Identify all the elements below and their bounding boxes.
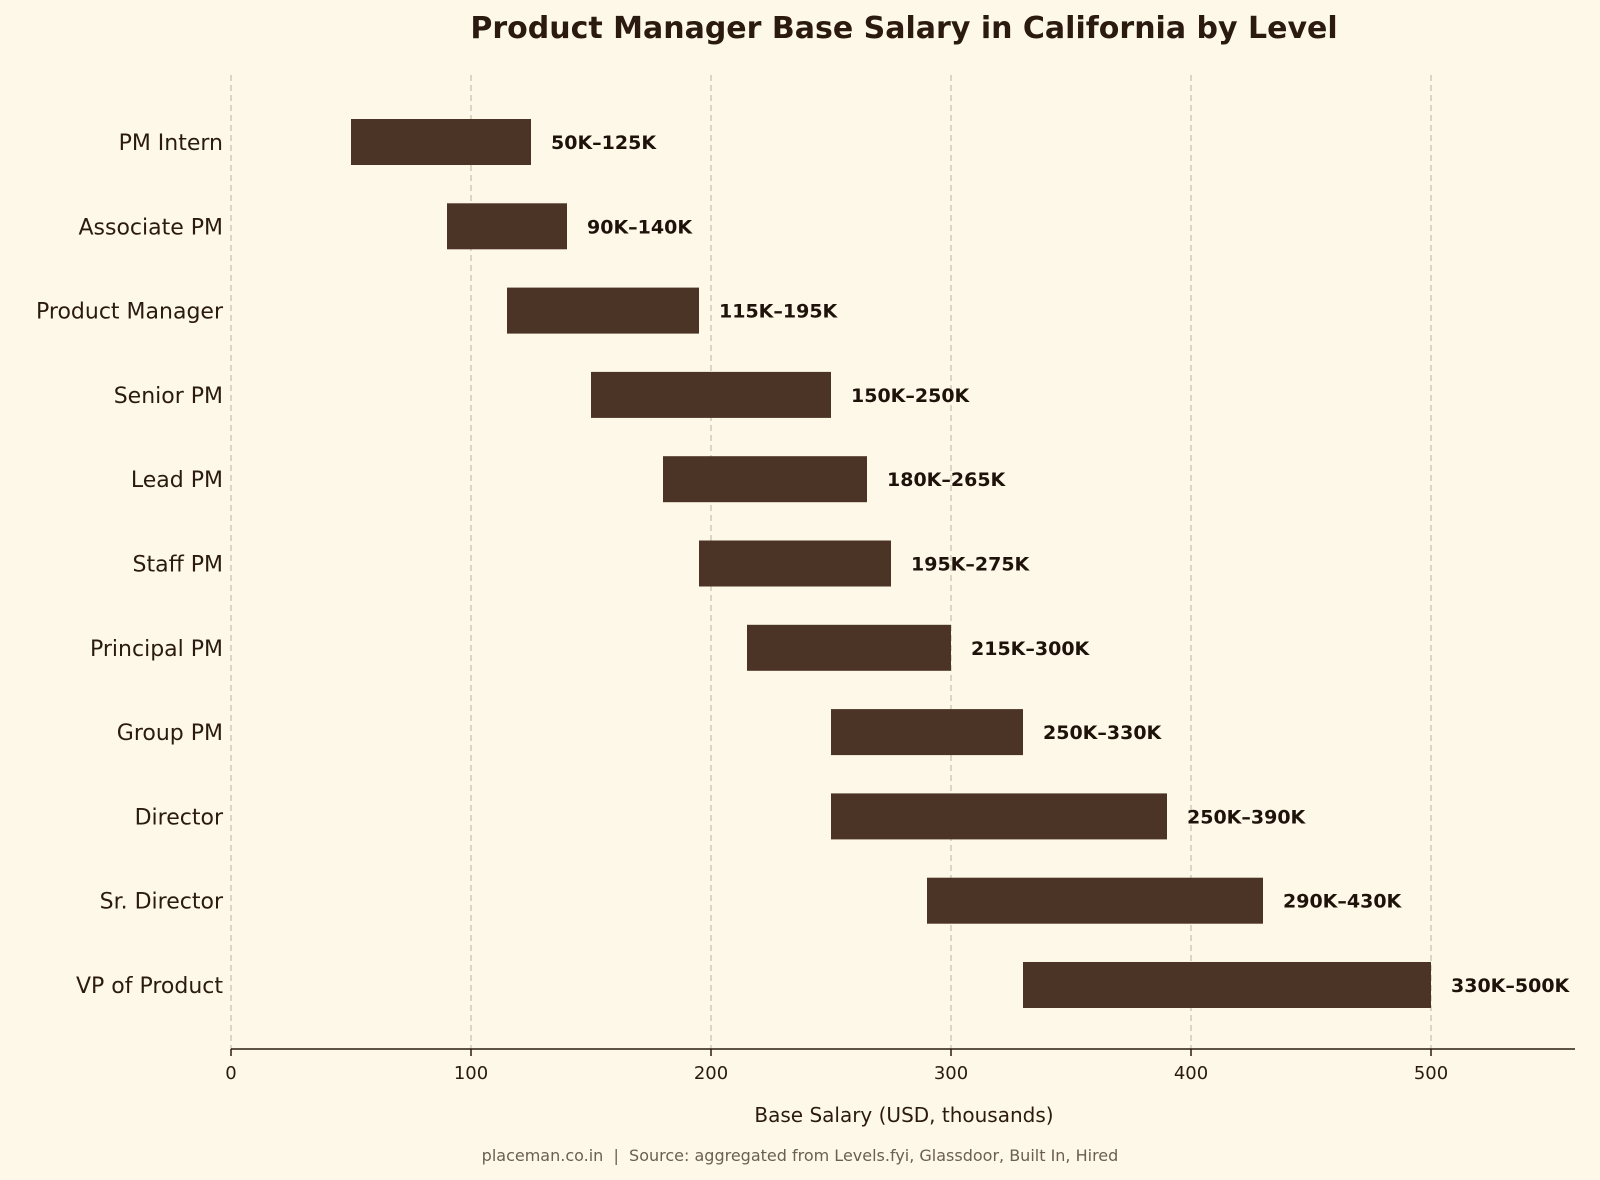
category-label: Associate PM (78, 215, 223, 240)
bar-value-label: 250K–330K (1043, 722, 1163, 744)
category-label: Director (135, 805, 224, 830)
salary-bar (747, 624, 951, 671)
salary-bar (591, 371, 831, 418)
x-axis-label: Base Salary (USD, thousands) (754, 1103, 1053, 1127)
salary-bar (507, 287, 699, 334)
x-tick-label: 0 (225, 1063, 236, 1084)
chart-title: Product Manager Base Salary in Californi… (470, 11, 1337, 46)
x-tick-label: 400 (1174, 1063, 1208, 1084)
x-tick-label: 500 (1414, 1063, 1448, 1084)
category-label: Group PM (117, 721, 223, 746)
bar-value-label: 115K–195K (719, 301, 839, 323)
bar-value-label: 150K–250K (851, 385, 971, 407)
salary-bar (831, 793, 1167, 840)
bar-value-label: 250K–390K (1187, 806, 1307, 828)
salary-bar (927, 877, 1263, 924)
bar-value-label: 290K–430K (1283, 891, 1403, 913)
category-label: Sr. Director (100, 890, 224, 915)
bars-layer (351, 119, 1431, 1008)
x-tick-label: 100 (454, 1063, 488, 1084)
salary-bar (447, 203, 567, 250)
bar-value-label: 90K–140K (587, 216, 693, 238)
category-label: Principal PM (90, 637, 223, 662)
category-label: Senior PM (114, 384, 223, 409)
x-tick-label: 200 (694, 1063, 728, 1084)
salary-bar (699, 540, 891, 587)
category-label: VP of Product (76, 974, 223, 999)
labels-layer: PM Intern 50K–125K Associate PM 90K–140K Pro… (36, 131, 1571, 999)
bar-value-label: 215K–300K (971, 638, 1091, 660)
category-label: Lead PM (131, 468, 223, 493)
category-label: PM Intern (119, 131, 223, 156)
salary-bar (1023, 962, 1431, 1008)
bar-value-label: 195K–275K (911, 554, 1031, 576)
salary-bar (351, 119, 531, 165)
bar-value-label: 50K–125K (551, 132, 657, 154)
salary-bar (663, 456, 867, 503)
category-label: Product Manager (36, 300, 224, 325)
x-tick-label: 300 (934, 1063, 968, 1084)
bar-value-label: 180K–265K (887, 469, 1007, 491)
category-label: Staff PM (133, 553, 223, 578)
salary-bar (831, 709, 1023, 756)
source-footer: placeman.co.in | Source: aggregated from… (482, 1146, 1119, 1165)
bar-value-label: 330K–500K (1451, 975, 1571, 997)
axis-layer: 0 100 200 300 400 500 (225, 1048, 1575, 1084)
